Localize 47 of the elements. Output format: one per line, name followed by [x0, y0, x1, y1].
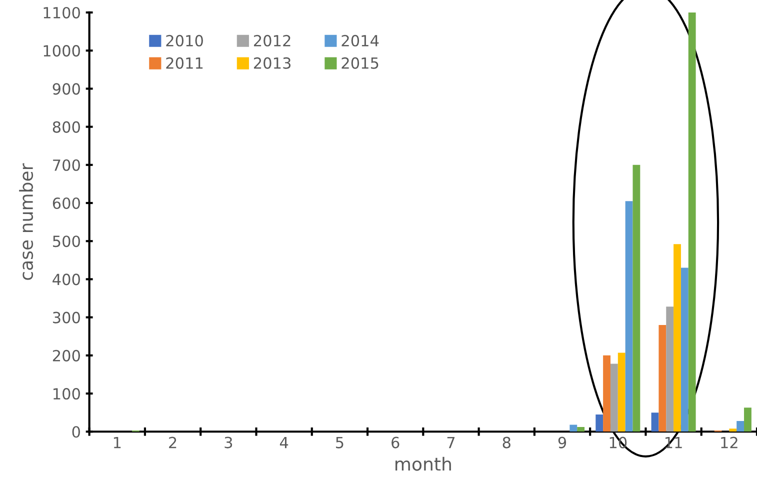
- x-tick-label: 8: [502, 436, 510, 448]
- legend-label: 2015: [342, 57, 378, 69]
- bar: [603, 355, 610, 432]
- bar: [577, 427, 585, 432]
- x-tick-label: 7: [447, 436, 455, 448]
- x-tick-label: 3: [224, 436, 232, 448]
- y-tick-label: 800: [52, 121, 80, 133]
- bar: [618, 352, 626, 432]
- bar: [651, 412, 659, 432]
- bar: [610, 364, 618, 432]
- y-tick-label: 100: [54, 388, 80, 400]
- bar: [596, 414, 604, 432]
- bar: [744, 408, 752, 432]
- bar: [729, 428, 737, 432]
- bar: [688, 12, 696, 432]
- x-axis-title: month: [396, 456, 451, 471]
- x-tick-label: 2: [169, 436, 176, 448]
- y-tick-label: 500: [53, 236, 80, 248]
- y-tick-label: 600: [52, 197, 80, 210]
- x-tick-label: 1: [114, 436, 121, 448]
- x-tick-label: 9: [558, 436, 566, 448]
- x-tick-label: 12: [721, 436, 738, 448]
- y-tick-label: 0: [72, 426, 80, 438]
- x-tick-label: 6: [392, 436, 400, 448]
- legend-label: 2014: [342, 34, 379, 46]
- legend-label: 2013: [254, 57, 291, 69]
- bar: [625, 201, 633, 432]
- x-tick-label: 5: [336, 436, 344, 448]
- y-tick-label: 300: [52, 312, 80, 324]
- y-tick-label: 200: [52, 350, 80, 362]
- legend-label: 2012: [254, 34, 290, 46]
- bar: [680, 268, 688, 432]
- legend-label: 2010: [166, 34, 203, 46]
- bar: [658, 324, 666, 432]
- bar: [736, 420, 744, 432]
- y-axis-title: case number: [19, 163, 34, 280]
- bar: [570, 424, 578, 432]
- y-tick-label: 700: [53, 159, 80, 171]
- y-tick-label: 900: [52, 83, 80, 95]
- x-tick-label: 4: [280, 436, 288, 448]
- legend-label: 2011: [166, 57, 203, 69]
- bar: [674, 244, 681, 432]
- y-tick-label: 400: [52, 274, 80, 286]
- bar: [666, 306, 674, 432]
- y-tick-label: 1100: [44, 6, 80, 18]
- y-tick-label: 1000: [44, 45, 80, 57]
- bar: [632, 164, 640, 432]
